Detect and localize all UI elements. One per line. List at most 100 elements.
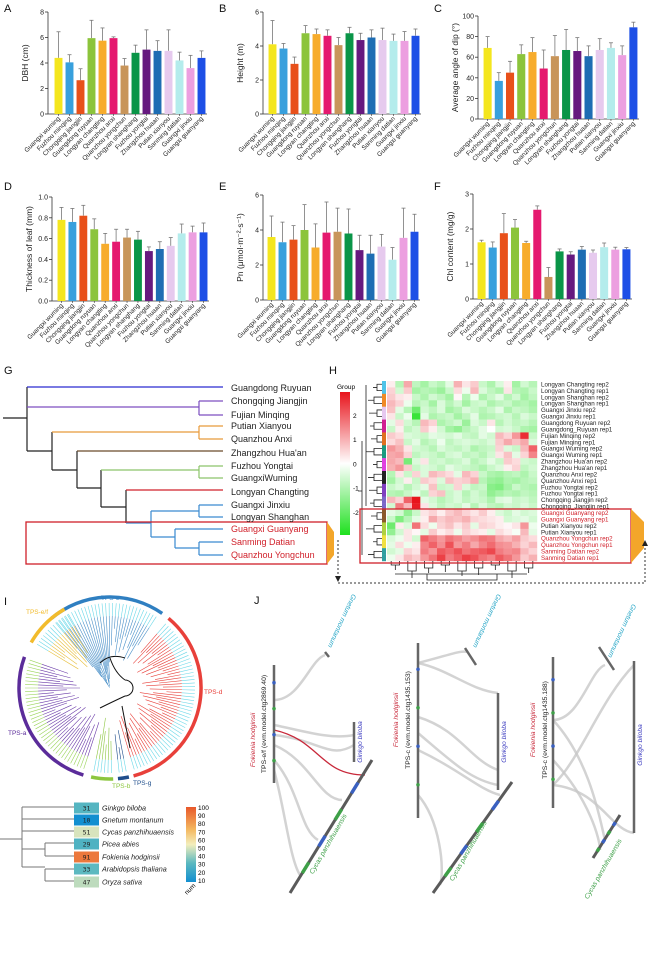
heatmap-cell <box>462 445 471 452</box>
group-color-strip <box>382 438 386 446</box>
heatmap-row-label: Putian Xianyou rep2 <box>541 523 597 530</box>
heatmap-cell <box>512 464 521 472</box>
heatmap-cell <box>495 464 504 472</box>
heatmap-cell <box>470 406 479 414</box>
panel-letter-a: A <box>4 3 12 15</box>
colorbar-tick-label: 20 <box>198 870 206 877</box>
bar <box>344 233 353 300</box>
synteny-panel-2: Fokienia hodginsii TPS-c (evm.model.ctg14… <box>393 593 514 894</box>
heatmap-cell <box>462 535 471 542</box>
highlight-marker-icon <box>631 509 644 563</box>
fokienia-label: Fokienia hodginsii <box>530 702 537 757</box>
heatmap-cell <box>403 381 413 388</box>
heatmap-cell <box>470 509 479 517</box>
y-tick-label: 2 <box>40 86 44 93</box>
heatmap-cell <box>420 432 429 440</box>
heatmap-cell <box>470 522 479 530</box>
heatmap-cell <box>470 535 479 542</box>
heatmap-cell <box>462 464 471 472</box>
heatmap-cell <box>487 464 496 472</box>
bar <box>290 63 299 114</box>
heatmap-cell <box>428 535 438 542</box>
group-color-strip <box>382 413 386 420</box>
heatmap-row-label: Guangxi Guanyang rep1 <box>541 516 609 523</box>
heatmap-cell <box>387 458 396 465</box>
heatmap-cell <box>428 528 438 536</box>
heatmap-row-label: Putian Xianyou rep1 <box>541 529 597 536</box>
heatmap-cell <box>437 471 446 478</box>
heatmap-cell <box>462 451 471 459</box>
panel-letter-j: J <box>254 595 260 607</box>
heatmap-cell <box>512 528 521 536</box>
heatmap-cell <box>495 496 504 504</box>
heatmap-cell <box>520 471 529 478</box>
heatmap-cell <box>503 438 513 446</box>
heatmap-cell <box>437 387 446 395</box>
bar <box>533 209 542 299</box>
heatmap-cell <box>428 471 438 478</box>
heatmap-cell <box>478 445 488 452</box>
count-cell <box>74 876 99 888</box>
heatmap-cell <box>437 464 446 472</box>
heatmap-cell <box>512 387 521 395</box>
heatmap-cell <box>412 451 421 459</box>
gene-marker <box>600 838 607 844</box>
heatmap-cell <box>478 413 488 420</box>
heatmap-cell <box>495 381 504 388</box>
heatmap-cell <box>412 406 421 414</box>
heatmap-cell <box>503 471 513 478</box>
bar <box>555 251 564 299</box>
bar <box>134 239 142 301</box>
bar <box>622 249 631 299</box>
heatmap-row-label: Fuzhou Yongtai rep2 <box>541 484 598 491</box>
y-tick-label: 0.0 <box>38 299 48 306</box>
gene-marker <box>416 667 420 672</box>
heatmap-cell <box>395 451 404 459</box>
heatmap-cell <box>462 528 471 536</box>
heatmap-cell <box>420 426 429 433</box>
heatmap-cell <box>420 554 429 562</box>
heatmap-cell <box>520 535 529 542</box>
heatmap-cell <box>503 541 513 549</box>
heatmap-cell <box>528 426 538 433</box>
heatmap-cell <box>495 419 504 427</box>
bar <box>301 33 310 114</box>
bar <box>155 249 164 301</box>
heatmap-cell <box>478 522 488 530</box>
heatmap-cell <box>528 509 538 517</box>
heatmap-cell <box>487 471 496 478</box>
heatmap-cell <box>470 445 479 452</box>
heatmap-cell <box>387 381 396 388</box>
heatmap-cell <box>445 393 454 401</box>
heatmap-cell <box>403 464 413 472</box>
heatmap-cell <box>403 445 413 452</box>
group-color-strip <box>382 400 386 407</box>
heatmap-cell <box>395 438 404 446</box>
heatmap-cell <box>428 393 438 401</box>
heatmap-cell <box>387 541 396 549</box>
gene-marker <box>551 777 555 782</box>
heatmap-cell <box>462 503 471 510</box>
bar <box>367 37 376 114</box>
gene-label: TPS-c (evm.model.ctg1435.153) <box>405 671 412 769</box>
heatmap-cell <box>412 535 421 542</box>
heatmap-cell <box>478 438 488 446</box>
bar <box>483 47 492 119</box>
heatmap-cell <box>462 426 471 433</box>
bar <box>510 227 520 299</box>
bar <box>98 40 107 114</box>
heatmap-cell <box>520 490 529 497</box>
heatmap-cell <box>520 503 529 510</box>
bar <box>279 48 288 114</box>
dendrogram-leaf-label: Putian Xianyou <box>231 421 292 431</box>
bar <box>166 245 175 301</box>
highlighted-synteny-link <box>273 729 366 776</box>
heatmap-cell <box>445 451 454 459</box>
heatmap-cell <box>462 522 471 530</box>
clade-arc-tps-g <box>117 775 130 781</box>
species-name: Fokienia hodginsii <box>102 853 160 862</box>
synteny-link <box>272 769 302 876</box>
bar <box>606 47 616 119</box>
clade-arc-tps-d <box>133 616 203 778</box>
